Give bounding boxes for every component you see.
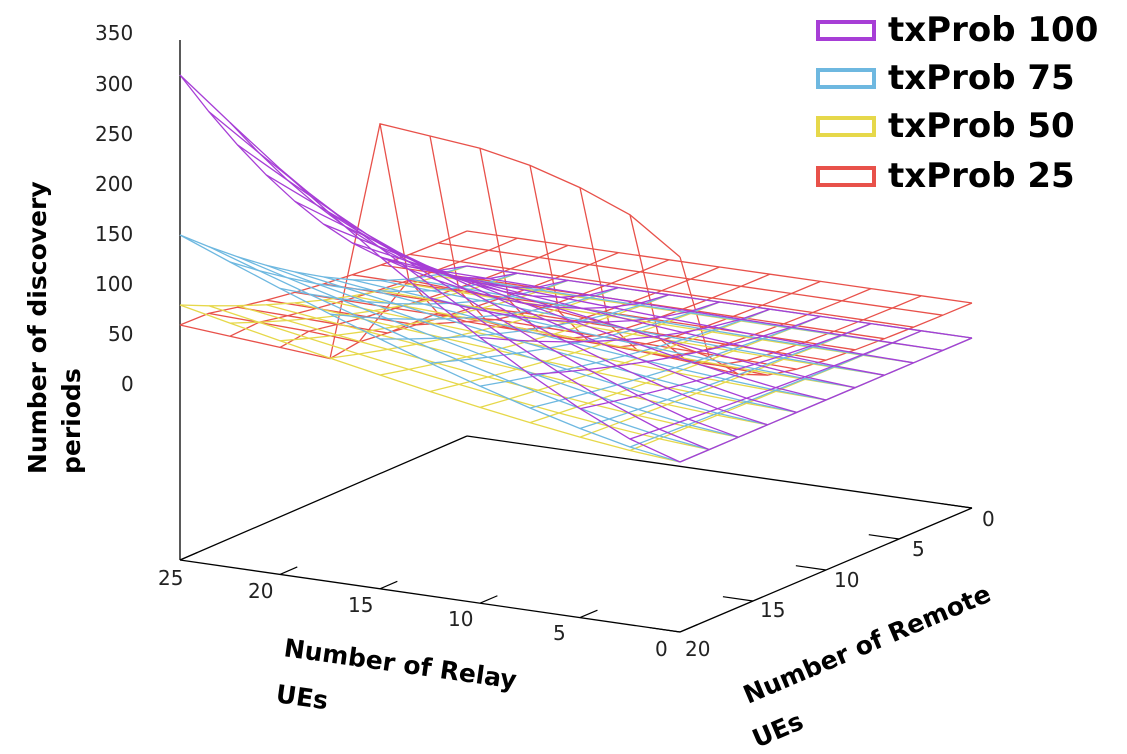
remote-tick-mark bbox=[722, 596, 754, 602]
mesh-line-remote bbox=[208, 246, 710, 451]
relay-tick-label: 25 bbox=[158, 566, 183, 590]
remote-tick-label: 0 bbox=[982, 507, 995, 531]
remote-tick-label: 5 bbox=[912, 537, 925, 561]
z-tick-label: 150 bbox=[95, 222, 133, 246]
mesh-line-remote bbox=[380, 256, 885, 376]
relay-tick-label: 10 bbox=[448, 607, 473, 631]
mesh-line-remote bbox=[179, 234, 681, 463]
z-tick-label: 350 bbox=[95, 21, 133, 45]
mesh-line-remote bbox=[208, 110, 710, 451]
mesh-line-remote bbox=[352, 295, 856, 389]
surface-txprob-100 bbox=[179, 74, 973, 463]
legend-item: txProb 50 bbox=[816, 106, 1075, 146]
relay-tick-mark bbox=[579, 609, 598, 619]
legend-label: txProb 75 bbox=[888, 58, 1075, 98]
remote-tick-label: 10 bbox=[834, 568, 859, 592]
mesh-line-remote bbox=[294, 302, 797, 414]
relay-tick-mark bbox=[379, 580, 398, 590]
surface-meshes bbox=[179, 74, 973, 463]
mesh-line-remote bbox=[323, 276, 827, 401]
base-axis-back bbox=[466, 435, 973, 509]
mesh-line-remote bbox=[438, 269, 943, 352]
relay-axis-line bbox=[179, 559, 681, 633]
legend-swatch bbox=[816, 166, 876, 187]
mesh-line-remote bbox=[351, 242, 856, 389]
z-axis-title-line1: Number of discovery bbox=[23, 181, 52, 474]
relay-tick-mark bbox=[279, 566, 298, 575]
relay-tick-label: 0 bbox=[655, 637, 668, 661]
remote-axis-ticks: 0 5 10 15 20 bbox=[685, 507, 995, 661]
legend-item: txProb 100 bbox=[816, 10, 1098, 50]
mesh-line-relay bbox=[629, 330, 922, 440]
mesh-line-remote bbox=[237, 144, 739, 438]
remote-tick-mark bbox=[941, 503, 973, 509]
legend-swatch bbox=[816, 20, 876, 41]
remote-tick-label: 15 bbox=[760, 598, 785, 622]
relay-tick-label: 5 bbox=[553, 621, 566, 645]
relay-tick-mark bbox=[479, 595, 498, 604]
relay-axis-title-line2: UEs bbox=[274, 679, 330, 715]
relay-tick-label: 15 bbox=[348, 593, 373, 617]
remote-axis-title-line2: UEs bbox=[748, 706, 807, 753]
relay-tick-mark bbox=[179, 552, 198, 561]
z-axis-ticks: 350 300 250 200 150 100 50 0 bbox=[95, 21, 134, 396]
axis-tick-marks bbox=[179, 503, 973, 633]
remote-tick-label: 20 bbox=[685, 637, 710, 661]
base-axis-left bbox=[179, 435, 468, 561]
mesh-line-remote bbox=[466, 230, 973, 304]
legend-label: txProb 25 bbox=[888, 156, 1075, 196]
legend-swatch bbox=[816, 116, 876, 137]
mesh-line-remote bbox=[294, 271, 797, 414]
mesh-line-remote bbox=[265, 304, 768, 426]
mesh-line-remote bbox=[265, 174, 768, 426]
mesh-line-remote bbox=[409, 266, 914, 364]
remote-tick-mark bbox=[649, 627, 681, 633]
mesh-line-remote bbox=[409, 253, 914, 328]
axis-titles: Number of discovery periods Number of Re… bbox=[23, 181, 995, 753]
z-tick-label: 50 bbox=[108, 322, 133, 346]
legend-label: txProb 50 bbox=[888, 106, 1075, 146]
base-plane bbox=[179, 40, 973, 633]
relay-tick-label: 20 bbox=[248, 579, 273, 603]
relay-axis-ticks: 25 20 15 10 5 0 bbox=[158, 566, 668, 661]
mesh-line-remote bbox=[179, 74, 681, 463]
mesh-line-remote bbox=[409, 278, 914, 364]
legend-label: txProb 100 bbox=[888, 10, 1098, 50]
mesh-line-remote bbox=[237, 305, 739, 438]
mesh-line-remote bbox=[208, 305, 710, 451]
relay-tick-mark bbox=[679, 624, 698, 633]
mesh-line-remote bbox=[179, 304, 681, 463]
mesh-line-remote bbox=[179, 123, 681, 360]
remote-tick-mark bbox=[795, 565, 827, 571]
z-tick-label: 300 bbox=[95, 72, 133, 96]
z-tick-label: 200 bbox=[95, 172, 133, 196]
legend-item: txProb 75 bbox=[816, 58, 1075, 98]
remote-tick-mark bbox=[868, 534, 900, 540]
z-tick-label: 0 bbox=[121, 372, 134, 396]
mesh-line-remote bbox=[438, 242, 943, 316]
mesh-line-remote bbox=[323, 299, 827, 401]
mesh-line-remote bbox=[237, 256, 739, 438]
z-axis-title-line2: periods bbox=[57, 368, 86, 474]
mesh-line-remote bbox=[294, 200, 797, 414]
legend-swatch bbox=[816, 68, 876, 89]
mesh-line-remote bbox=[466, 265, 973, 339]
legend: txProb 100 txProb 75 txProb 50 txProb 25 bbox=[816, 10, 1098, 196]
legend-item: txProb 25 bbox=[816, 156, 1075, 196]
z-tick-label: 100 bbox=[95, 272, 133, 296]
z-tick-label: 250 bbox=[95, 122, 133, 146]
mesh-line-remote bbox=[323, 283, 827, 361]
mesh-line-relay bbox=[179, 74, 468, 272]
surface-txprob-75 bbox=[179, 234, 973, 463]
mesh-line-remote bbox=[323, 223, 827, 401]
mesh-line-remote bbox=[265, 264, 768, 426]
